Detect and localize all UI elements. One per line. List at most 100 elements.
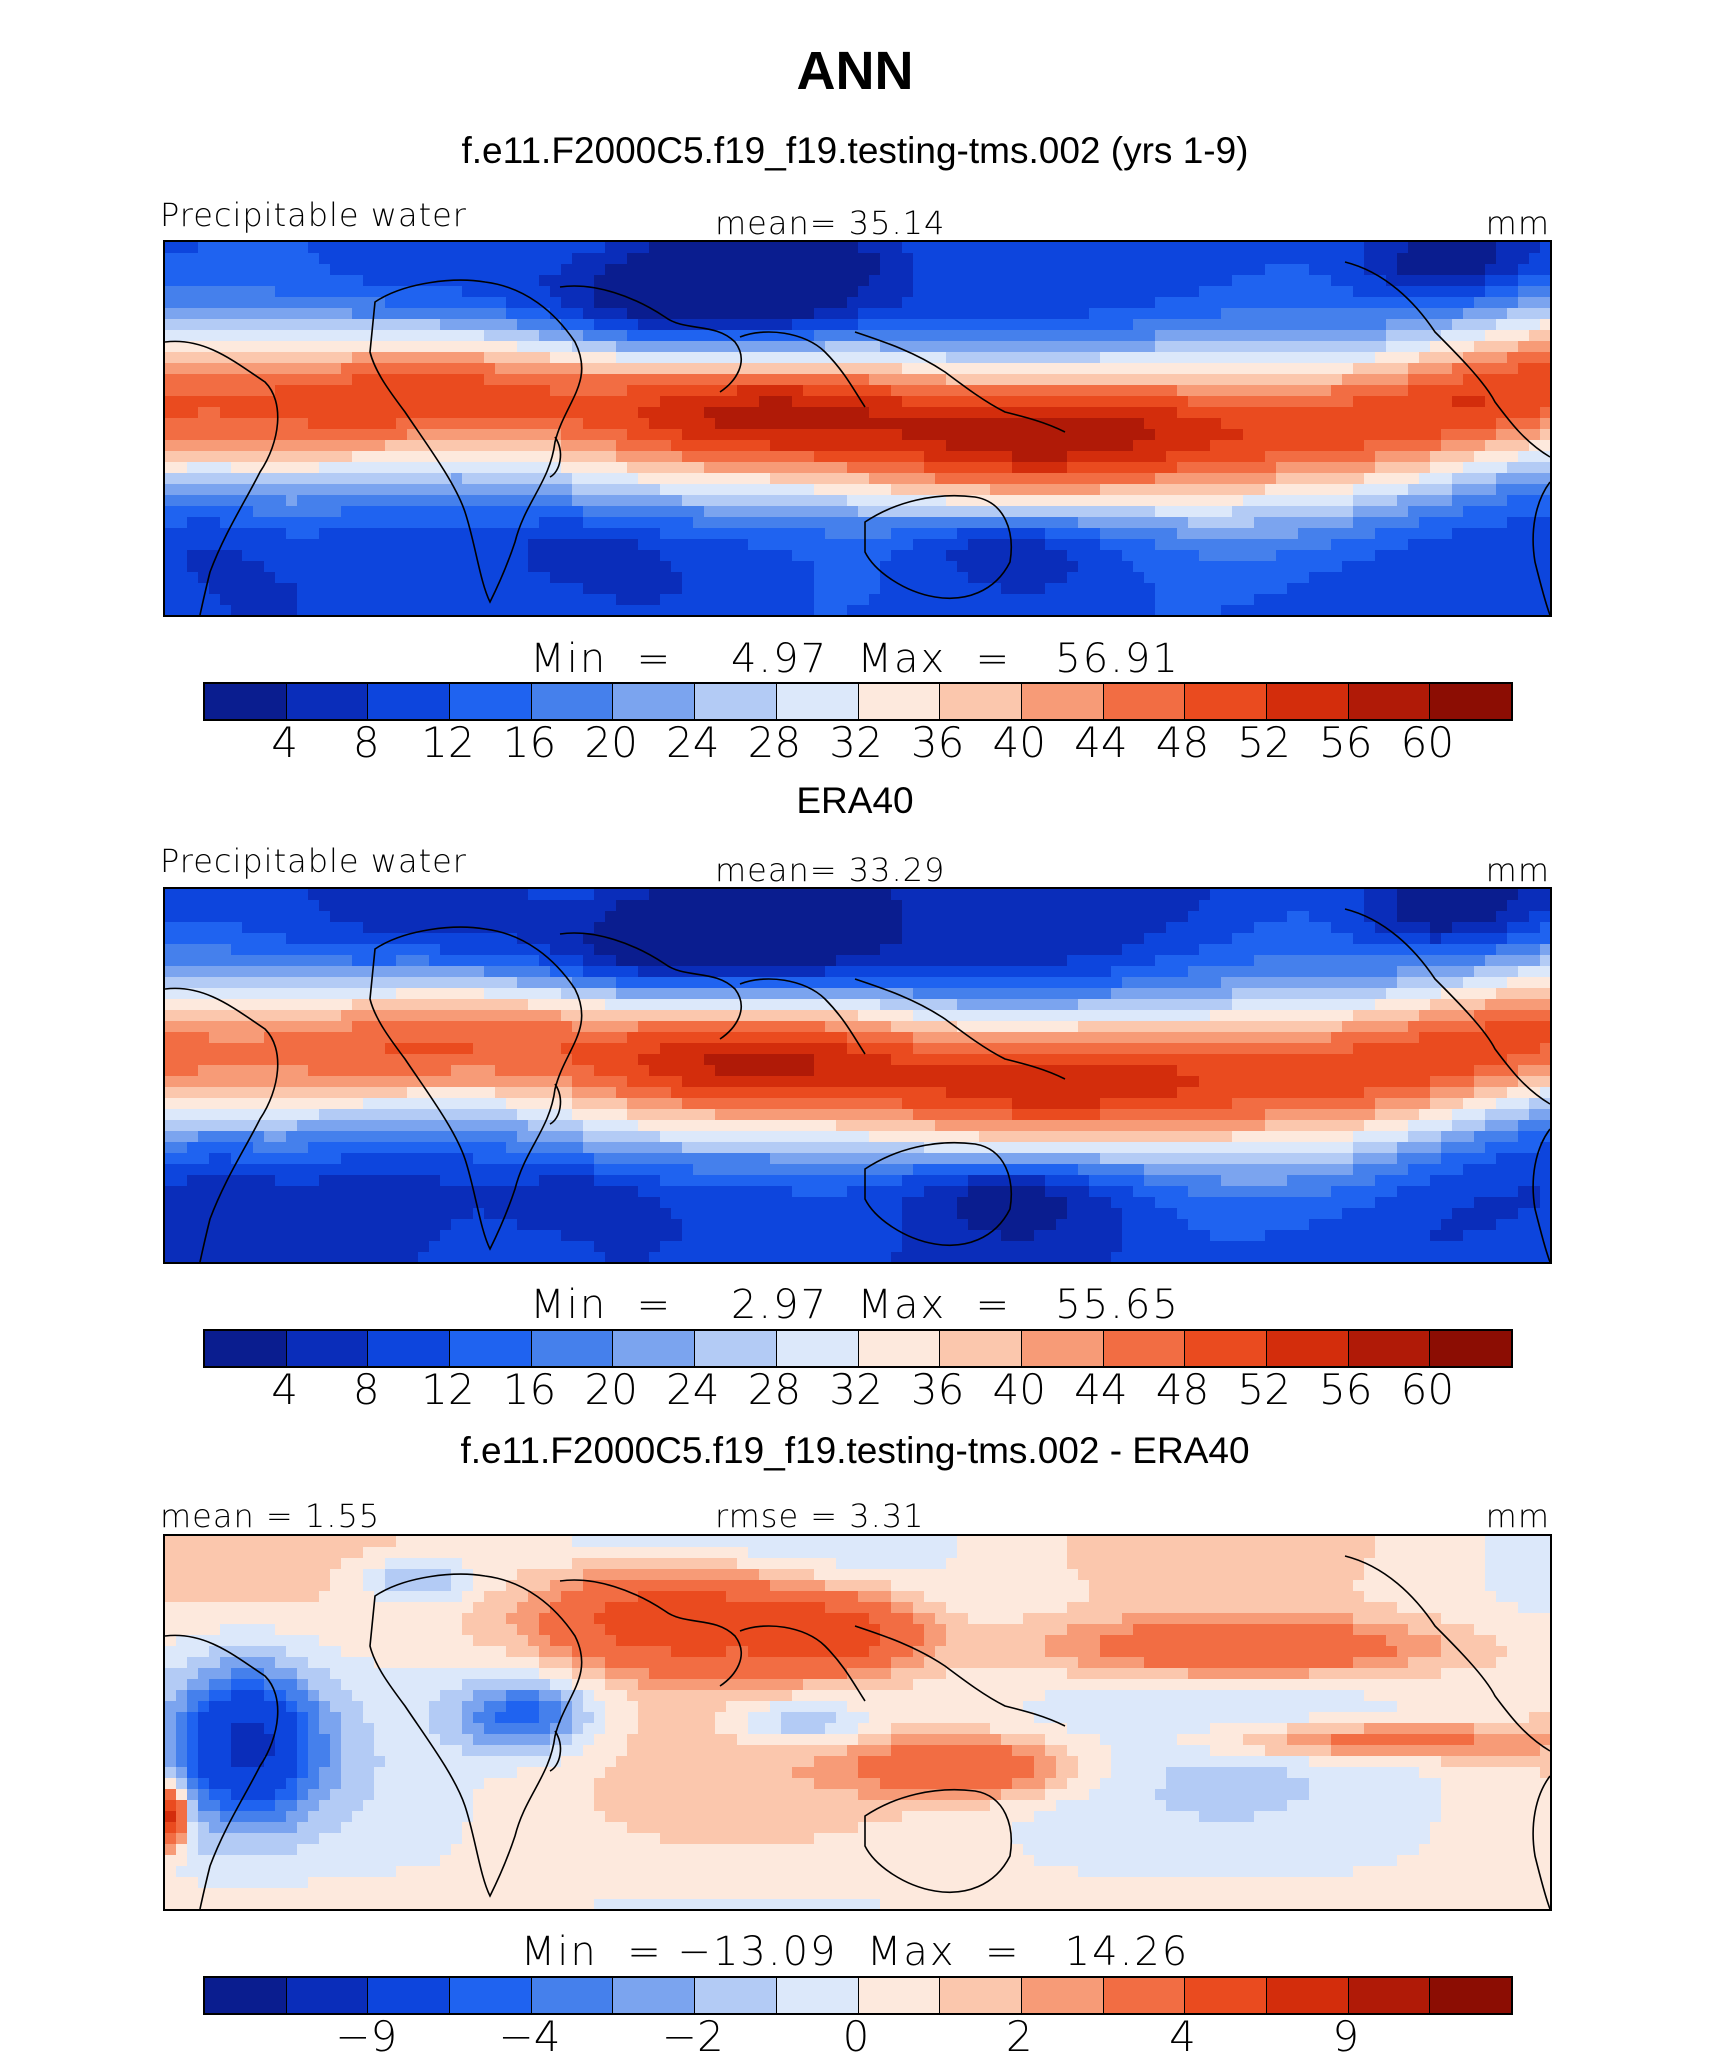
model-min-max: Min = 4.97 Max = 56.91 — [530, 636, 1180, 682]
field-cell — [693, 363, 705, 375]
field-cell — [1034, 572, 1046, 584]
field-cell — [396, 396, 408, 408]
field-cell — [1056, 451, 1068, 463]
field-cell — [1254, 440, 1266, 452]
field-cell — [913, 319, 925, 331]
field-cell — [836, 900, 848, 912]
field-cell — [825, 561, 837, 573]
field-cell — [1430, 264, 1442, 276]
field-cell — [440, 572, 452, 584]
field-cell — [561, 341, 573, 353]
field-cell — [1078, 933, 1090, 945]
field-cell — [330, 297, 342, 309]
field-cell — [814, 484, 826, 496]
field-cell — [429, 418, 441, 430]
field-cell — [957, 933, 969, 945]
field-cell — [198, 583, 210, 595]
field-cell — [605, 889, 617, 901]
field-cell — [1298, 253, 1310, 265]
field-cell — [737, 385, 749, 397]
field-cell — [363, 605, 375, 615]
field-cell — [1188, 528, 1200, 540]
field-cell — [561, 495, 573, 507]
field-cell — [1133, 385, 1145, 397]
field-cell — [517, 462, 529, 474]
field-cell — [1023, 473, 1035, 485]
field-cell — [220, 451, 232, 463]
field-cell — [968, 495, 980, 507]
field-cell — [429, 264, 441, 276]
field-cell — [176, 418, 188, 430]
field-cell — [924, 561, 936, 573]
field-cell — [825, 341, 837, 353]
field-cell — [319, 440, 331, 452]
field-cell — [517, 396, 529, 408]
field-cell — [1529, 473, 1541, 485]
field-cell — [781, 462, 793, 474]
field-cell — [1100, 605, 1112, 615]
field-cell — [1001, 319, 1013, 331]
field-cell — [209, 506, 221, 518]
field-cell — [649, 528, 661, 540]
field-cell — [649, 889, 661, 901]
field-cell — [1188, 561, 1200, 573]
field-cell — [1331, 418, 1343, 430]
field-cell — [1100, 594, 1112, 606]
field-cell — [275, 440, 287, 452]
field-cell — [1474, 933, 1486, 945]
field-cell — [231, 506, 243, 518]
field-cell — [198, 385, 210, 397]
field-cell — [1331, 605, 1343, 615]
field-cell — [803, 341, 815, 353]
field-cell — [1023, 385, 1035, 397]
field-cell — [1507, 319, 1519, 331]
field-cell — [352, 407, 364, 419]
field-cell — [1133, 517, 1145, 529]
field-cell — [198, 462, 210, 474]
field-cell — [1232, 330, 1244, 342]
field-cell — [825, 319, 837, 331]
field-cell — [1111, 440, 1123, 452]
field-cell — [528, 242, 540, 254]
field-cell — [352, 528, 364, 540]
field-cell — [286, 528, 298, 540]
field-cell — [1518, 594, 1530, 606]
field-cell — [1232, 451, 1244, 463]
field-cell — [319, 385, 331, 397]
field-cell — [638, 286, 650, 298]
field-cell — [616, 418, 628, 430]
field-cell — [803, 506, 815, 518]
field-cell — [1518, 418, 1530, 430]
field-cell — [770, 583, 782, 595]
field-cell — [671, 253, 683, 265]
field-cell — [1133, 583, 1145, 595]
field-cell — [1386, 286, 1398, 298]
field-cell — [792, 594, 804, 606]
field-cell — [1001, 462, 1013, 474]
field-cell — [374, 605, 386, 615]
field-cell — [803, 385, 815, 397]
field-cell — [330, 605, 342, 615]
field-cell — [462, 539, 474, 551]
field-cell — [1199, 418, 1211, 430]
field-cell — [1386, 451, 1398, 463]
coastline — [1532, 481, 1550, 615]
field-cell — [264, 572, 276, 584]
field-cell — [726, 517, 738, 529]
field-cell — [1056, 900, 1068, 912]
field-cell — [429, 944, 441, 956]
field-cell — [891, 407, 903, 419]
field-cell — [1353, 242, 1365, 254]
field-cell — [462, 396, 474, 408]
field-cell — [1452, 396, 1464, 408]
field-cell — [847, 330, 859, 342]
field-cell — [517, 374, 529, 386]
field-cell — [1012, 933, 1024, 945]
field-cell — [473, 363, 485, 375]
field-cell — [209, 429, 221, 441]
field-cell — [352, 583, 364, 595]
field-cell — [1001, 264, 1013, 276]
field-cell — [1397, 418, 1409, 430]
field-cell — [297, 528, 309, 540]
field-cell — [352, 253, 364, 265]
